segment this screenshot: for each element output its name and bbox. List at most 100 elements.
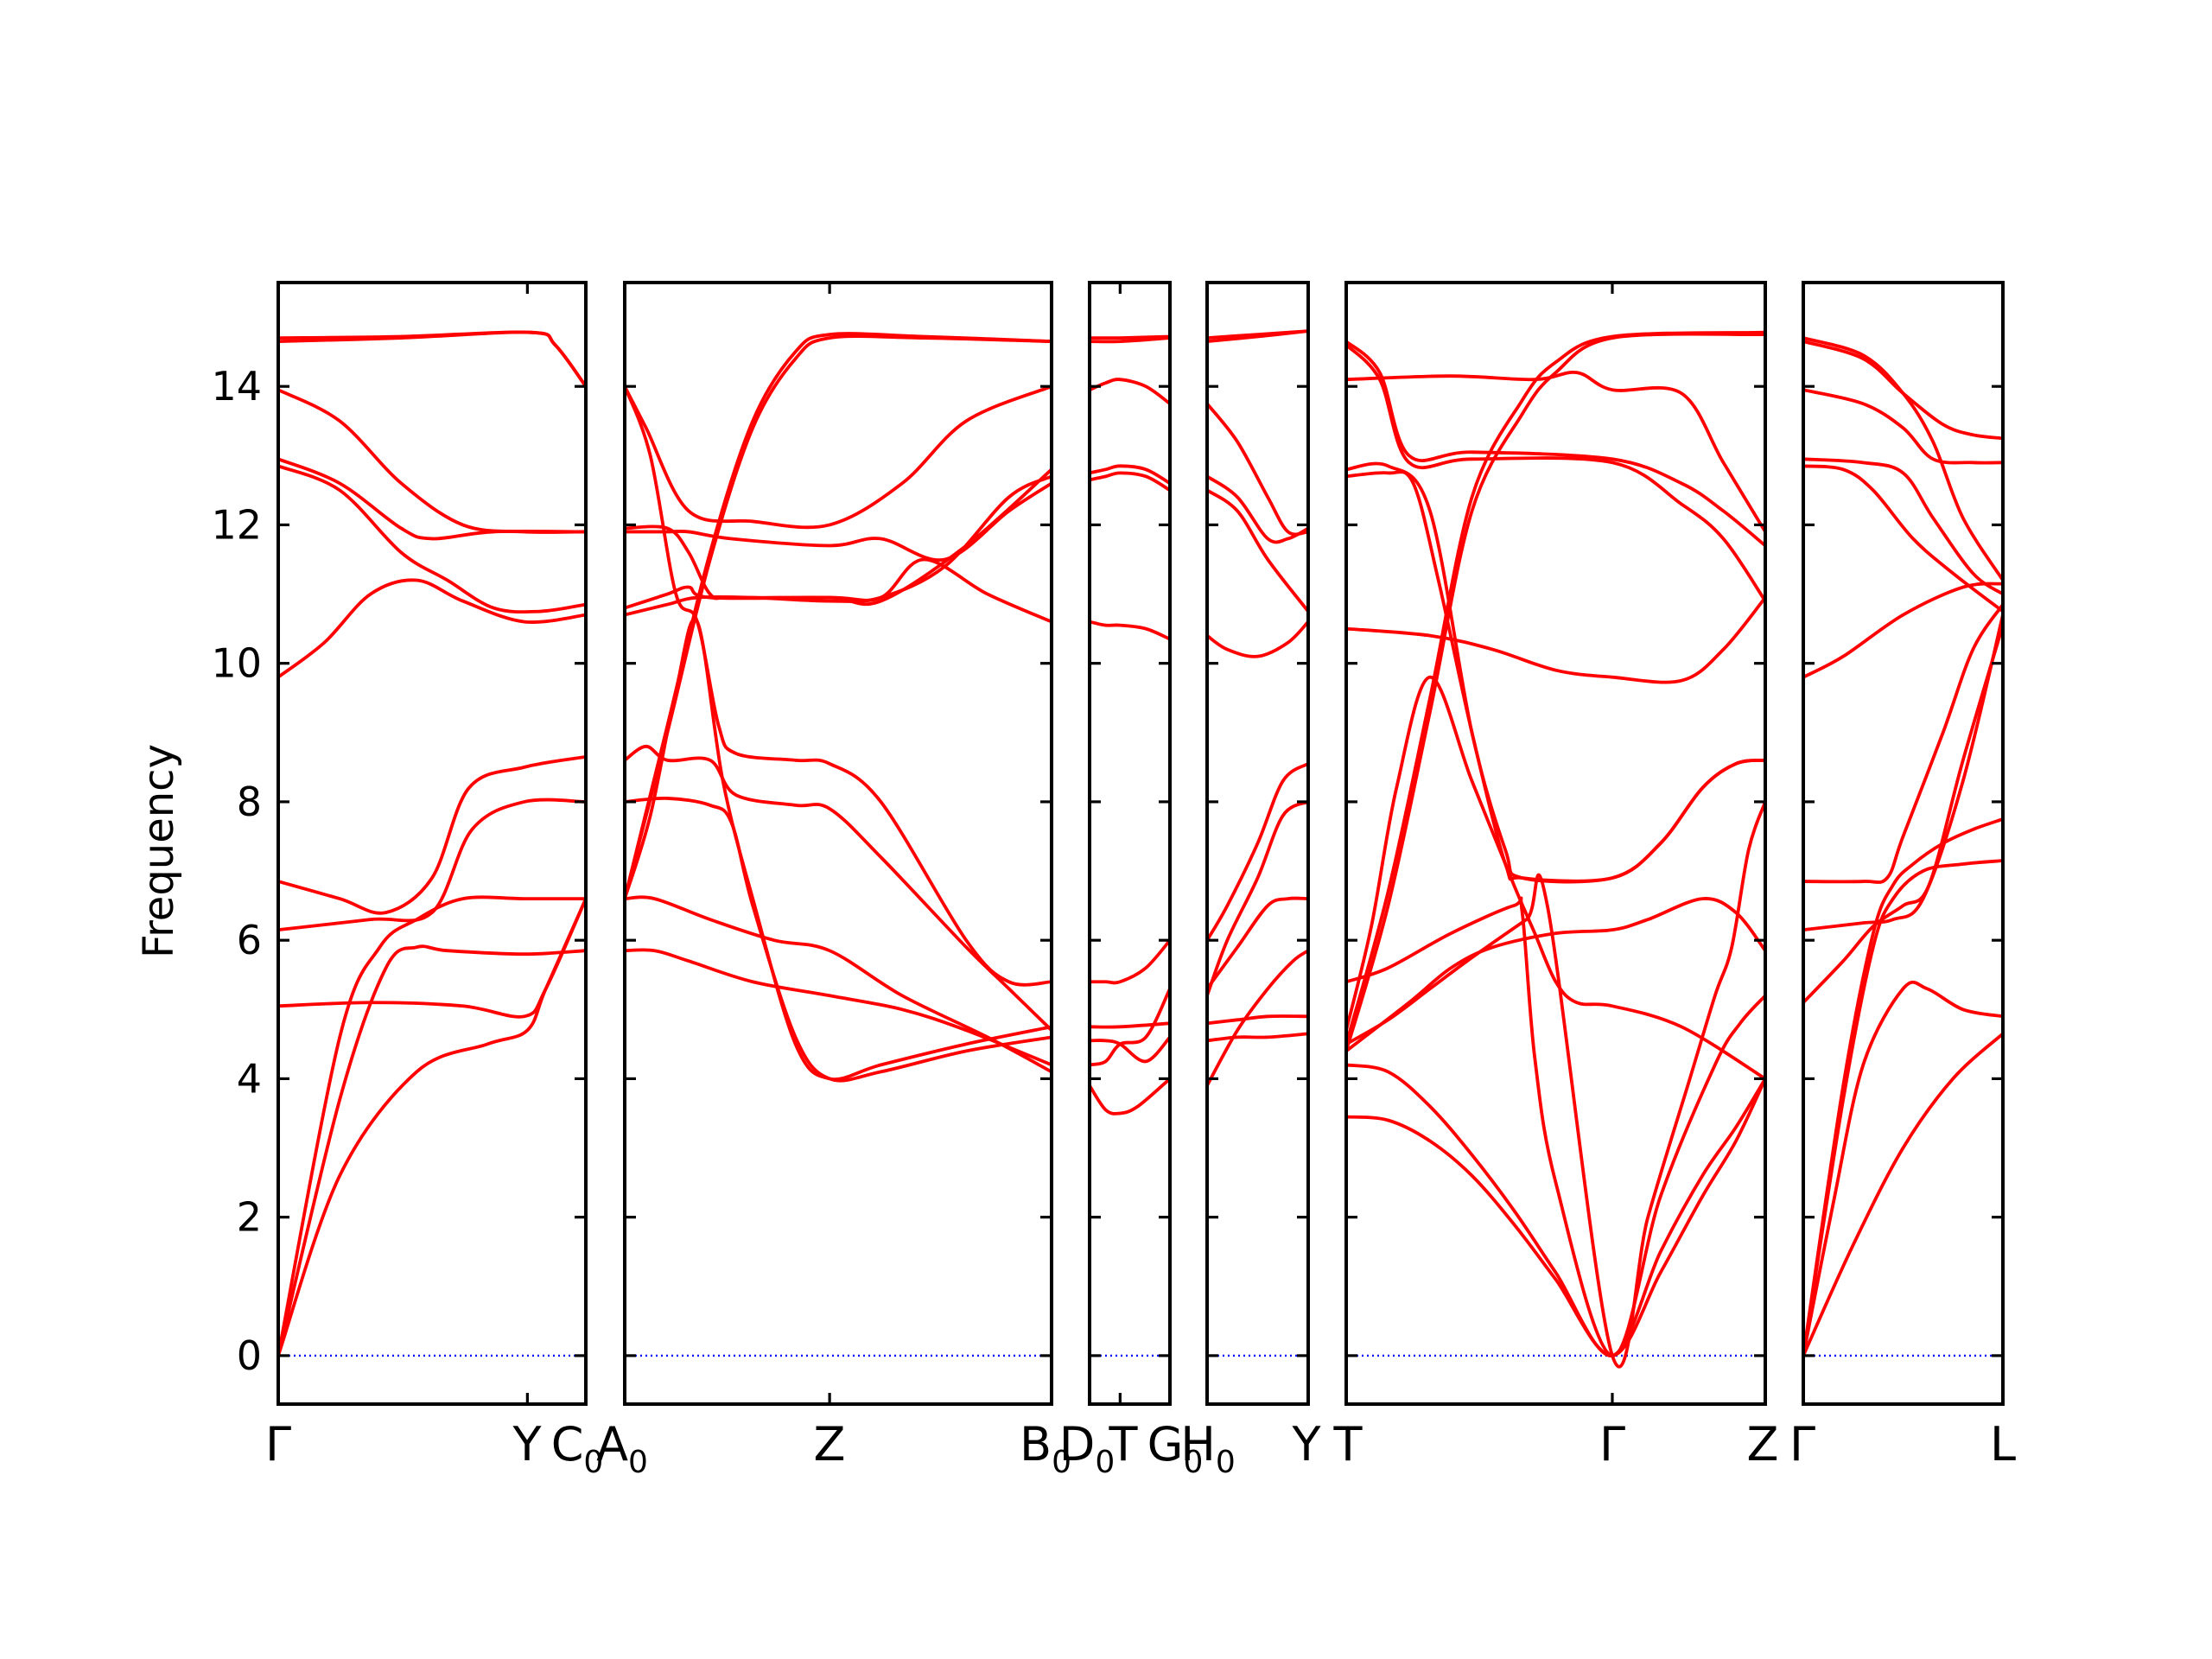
phonon-band bbox=[1207, 1014, 1308, 1026]
panel-frame bbox=[1802, 281, 2005, 1406]
panel-frame bbox=[1088, 281, 1172, 1406]
y-tick-label: 4 bbox=[237, 1055, 262, 1102]
phonon-band bbox=[1207, 474, 1308, 544]
phonon-band bbox=[625, 332, 1052, 900]
high-symmetry-label: Y bbox=[1292, 1417, 1322, 1471]
high-symmetry-label: T bbox=[1333, 1417, 1363, 1471]
panel-p3 bbox=[1088, 281, 1172, 1406]
phonon-band bbox=[625, 467, 1052, 607]
phonon-band bbox=[1346, 897, 1765, 1053]
phonon-band bbox=[278, 897, 586, 1019]
y-tick-label: 6 bbox=[237, 917, 262, 963]
high-symmetry-subscript: 0 bbox=[1183, 1445, 1203, 1480]
y-tick-label: 8 bbox=[237, 779, 262, 825]
phonon-band bbox=[1207, 402, 1308, 537]
phonon-band bbox=[1207, 949, 1308, 1088]
y-axis-label: Frequency bbox=[135, 744, 183, 958]
panel-frame bbox=[276, 281, 588, 1406]
high-symmetry-label: T bbox=[1109, 1417, 1139, 1471]
high-symmetry-label: Γ bbox=[1789, 1417, 1815, 1471]
phonon-band bbox=[1090, 378, 1170, 406]
high-symmetry-label: Γ bbox=[265, 1417, 291, 1471]
phonon-band bbox=[278, 798, 586, 932]
panel-frame bbox=[623, 281, 1053, 1406]
phonon-band bbox=[1207, 488, 1308, 613]
phonon-band bbox=[1090, 336, 1170, 344]
high-symmetry-label: Γ bbox=[1599, 1417, 1625, 1471]
phonon-band bbox=[1803, 623, 2003, 1005]
phonon-band bbox=[1090, 938, 1170, 985]
high-symmetry-label: Z bbox=[814, 1417, 846, 1471]
phonon-band bbox=[278, 895, 586, 1357]
phonon-band bbox=[1207, 761, 1308, 943]
phonon-band bbox=[625, 385, 1052, 530]
y-tick-label: 14 bbox=[211, 363, 262, 410]
high-symmetry-subscript: 0 bbox=[1095, 1445, 1115, 1480]
band-group bbox=[1346, 330, 1765, 1369]
phonon-band bbox=[1207, 329, 1308, 340]
phonon-band bbox=[1803, 602, 2003, 884]
phonon-band bbox=[278, 464, 586, 614]
y-tick-label: 0 bbox=[237, 1332, 262, 1379]
panel-p5 bbox=[1344, 281, 1767, 1406]
phonon-band bbox=[1346, 461, 1765, 884]
phonon-band bbox=[278, 330, 586, 389]
panel-frame bbox=[1205, 281, 1310, 1406]
phonon-band bbox=[1803, 1032, 2003, 1357]
phonon-band bbox=[1346, 896, 1765, 1357]
band-panels bbox=[276, 281, 2005, 1406]
phonon-band bbox=[625, 385, 1052, 987]
high-symmetry-subscript: 0 bbox=[628, 1445, 648, 1480]
phonon-band bbox=[1803, 980, 2003, 1357]
phonon-band bbox=[1346, 1063, 1765, 1357]
phonon-band bbox=[1090, 1021, 1170, 1029]
panel-frame bbox=[1344, 281, 1767, 1406]
phonon-band bbox=[278, 944, 586, 1357]
phonon-band bbox=[1090, 334, 1170, 340]
y-axis-tick-labels: 0 2 4 6 8 10 12 14 bbox=[211, 363, 262, 1379]
band-group bbox=[278, 330, 586, 1357]
y-tick-label: 10 bbox=[211, 640, 262, 687]
phonon-band bbox=[1207, 1032, 1308, 1043]
phonon-band bbox=[1803, 464, 2003, 613]
phonon-band bbox=[1803, 613, 2003, 932]
phonon-band bbox=[1090, 620, 1170, 641]
phonon-band bbox=[625, 948, 1052, 1067]
y-tick-label: 12 bbox=[211, 501, 262, 548]
phonon-band bbox=[1803, 388, 2003, 465]
high-symmetry-label: L bbox=[1990, 1417, 2016, 1471]
band-group bbox=[1207, 329, 1308, 1088]
phonon-band bbox=[1090, 1035, 1170, 1064]
band-group bbox=[625, 332, 1052, 1083]
phonon-band bbox=[1346, 595, 1765, 684]
phonon-band bbox=[625, 895, 1052, 1074]
phonon-band bbox=[1207, 620, 1308, 658]
phonon-band bbox=[1346, 343, 1765, 603]
phonon-band bbox=[1090, 471, 1170, 493]
phonon-band bbox=[625, 796, 1052, 1083]
high-symmetry-label: Y bbox=[512, 1417, 543, 1471]
band-group bbox=[1803, 336, 2003, 1357]
phonon-band bbox=[1803, 336, 2003, 582]
phonon-band bbox=[1346, 330, 1765, 1046]
phonon-band bbox=[1090, 464, 1170, 486]
y-tick-label: 2 bbox=[237, 1194, 262, 1241]
high-symmetry-subscript: 0 bbox=[583, 1445, 603, 1480]
band-group bbox=[1090, 334, 1170, 1116]
phonon-band bbox=[1346, 371, 1765, 534]
phonon-band bbox=[1207, 896, 1308, 991]
phonon-band bbox=[278, 754, 586, 915]
phonon-band bbox=[1803, 817, 2003, 1357]
panel-p4 bbox=[1205, 281, 1310, 1406]
panel-p6 bbox=[1802, 281, 2005, 1406]
phonon-band bbox=[1346, 340, 1765, 548]
phonon-band bbox=[1207, 800, 1308, 998]
panel-p2 bbox=[623, 281, 1053, 1406]
high-symmetry-subscript: 0 bbox=[1052, 1445, 1071, 1480]
phonon-band bbox=[625, 474, 1052, 617]
phonon-band bbox=[1803, 582, 2003, 679]
phonon-band bbox=[1803, 457, 2003, 596]
